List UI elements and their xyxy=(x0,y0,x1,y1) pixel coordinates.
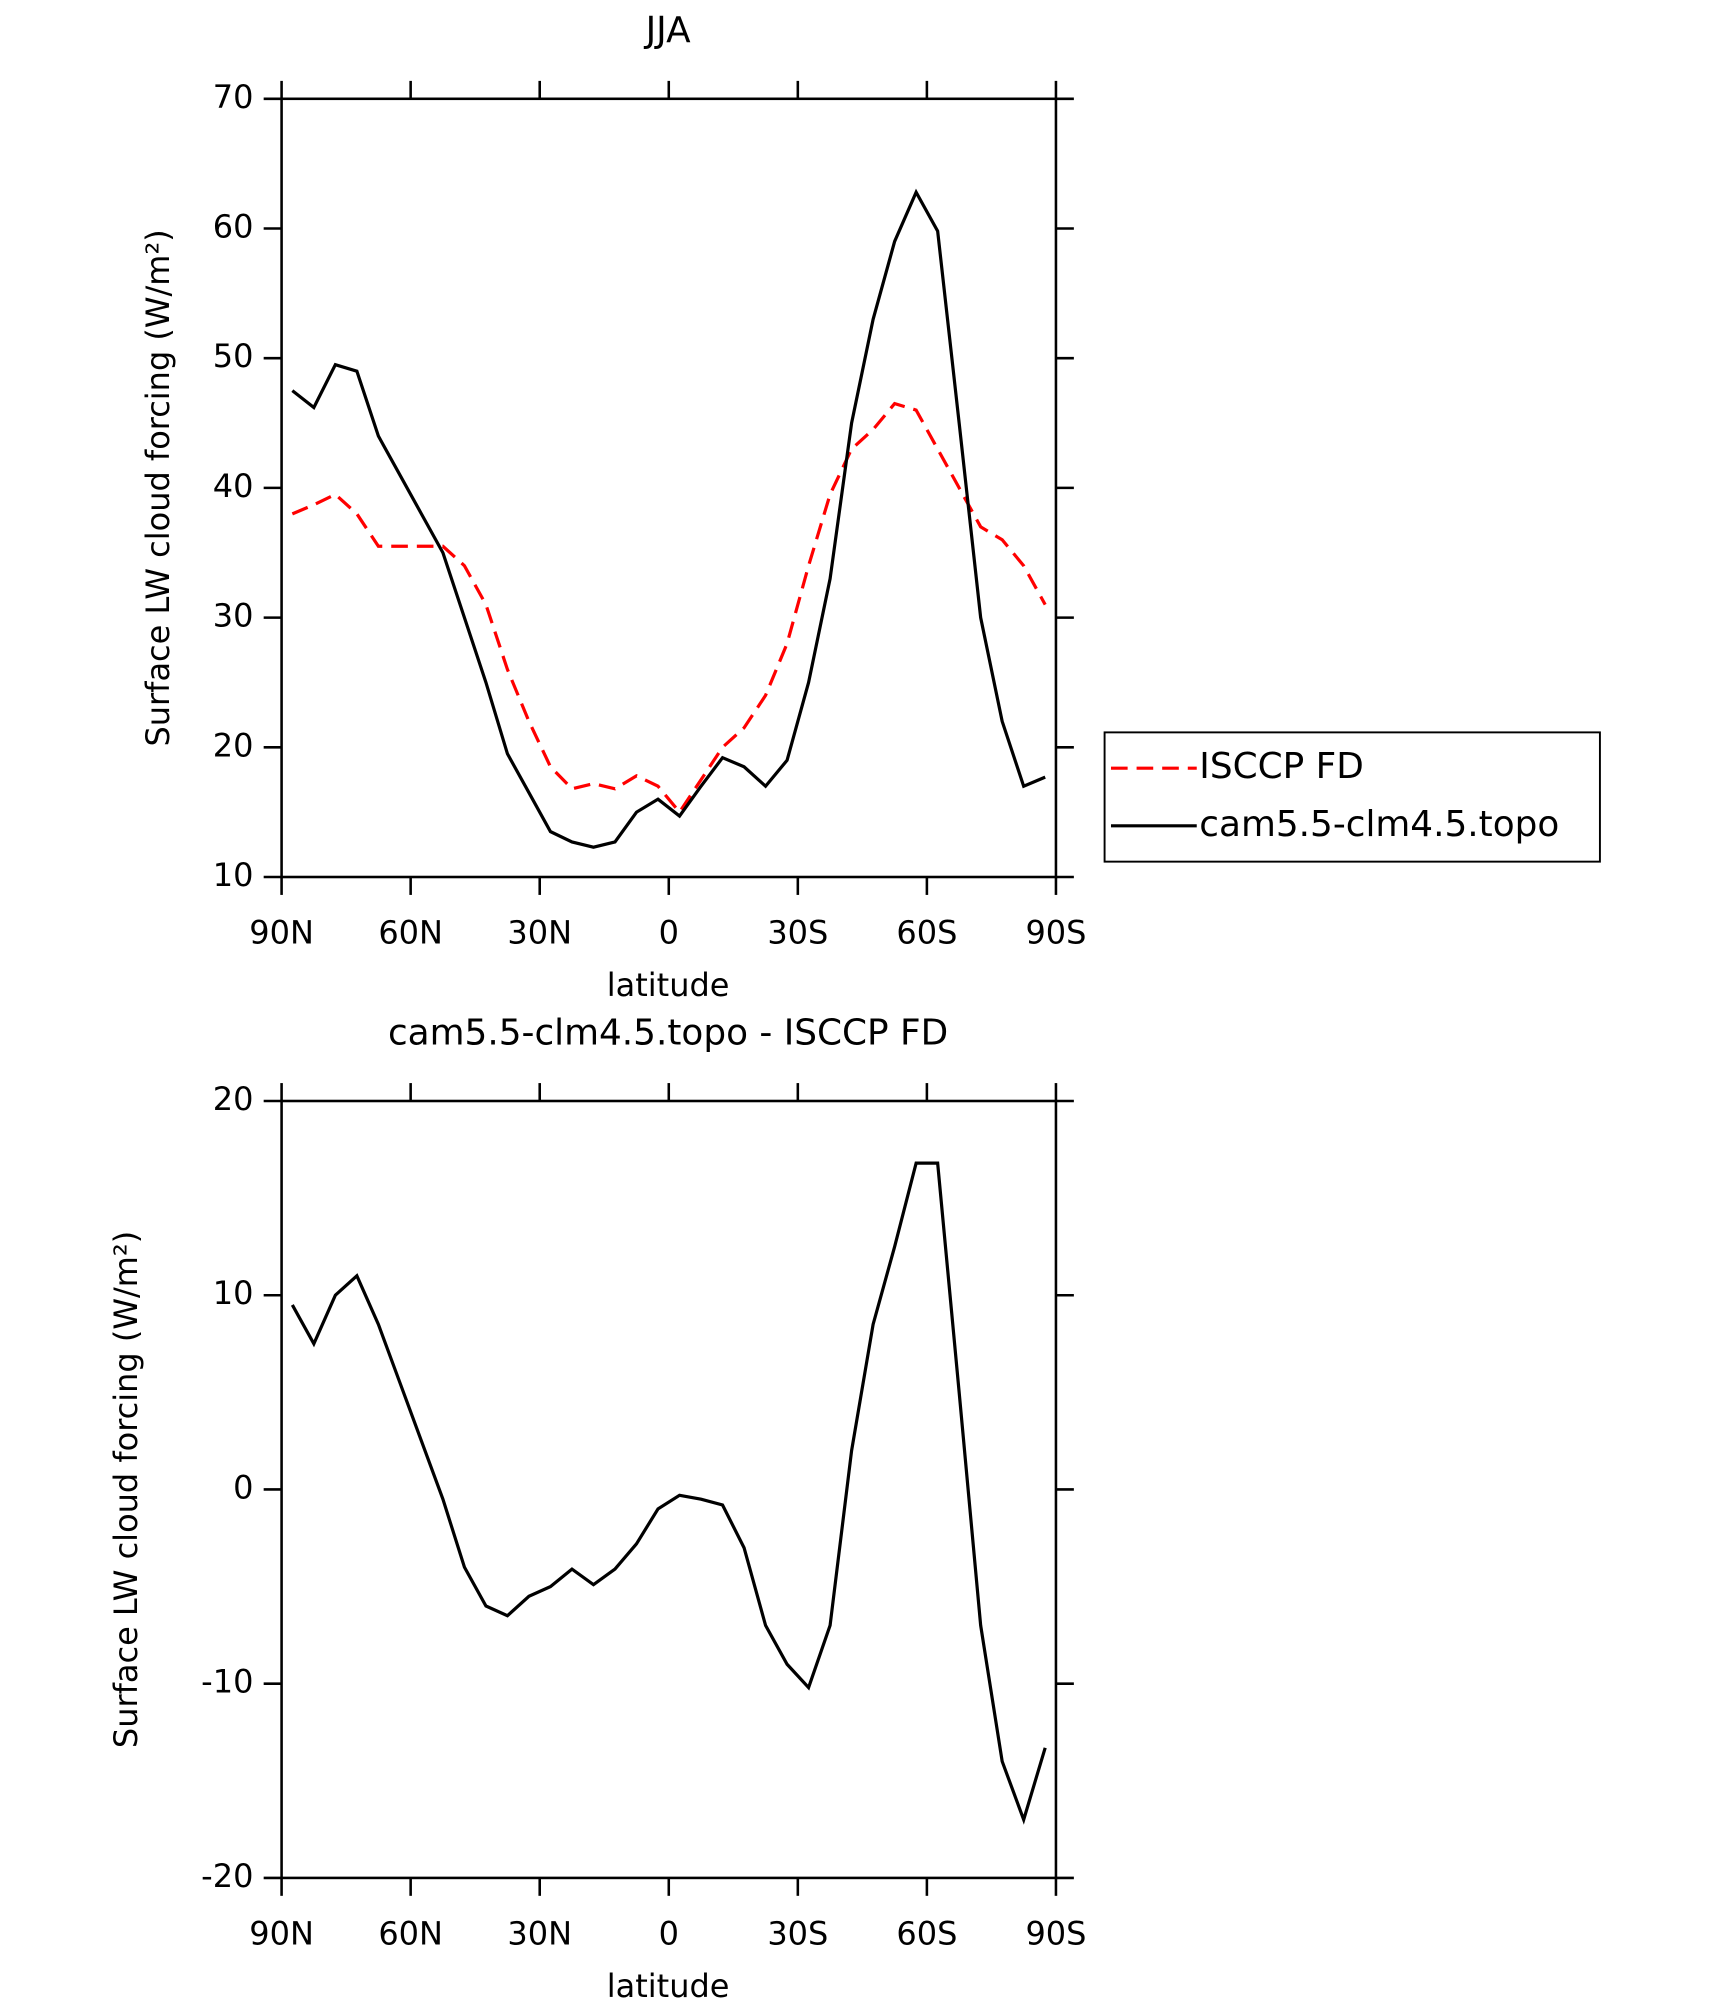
y-tick-label: 20 xyxy=(213,726,254,764)
data-line xyxy=(291,401,1047,815)
y-tick-label: 10 xyxy=(213,1274,254,1312)
y-tick-label: 20 xyxy=(213,1080,254,1118)
plot-frame xyxy=(280,97,1058,879)
legend-label: ISCCP FD xyxy=(1199,746,1364,787)
x-tick-label: 0 xyxy=(659,914,679,952)
y-tick-label: 30 xyxy=(213,597,254,635)
x-tick-label: 90S xyxy=(1025,1915,1086,1953)
chart-title: cam5.5-clm4.5.topo - ISCCP FD xyxy=(388,1012,948,1053)
x-axis-label: latitude xyxy=(607,1967,730,2005)
y-tick-label: 0 xyxy=(233,1468,253,1506)
x-axis-label: latitude xyxy=(607,966,730,1004)
x-tick-label: 60S xyxy=(896,1915,957,1953)
x-tick-label: 60N xyxy=(378,914,443,952)
y-tick-label: 10 xyxy=(213,856,254,894)
y-tick-label: 70 xyxy=(213,78,254,116)
y-tick-label: 50 xyxy=(213,337,254,375)
plot-frame xyxy=(280,1099,1058,1880)
y-tick-label: -10 xyxy=(201,1663,253,1701)
y-axis-label: Surface LW cloud forcing (W/m²) xyxy=(139,229,177,746)
x-tick-label: 30N xyxy=(507,914,572,952)
legend-box xyxy=(1103,731,1601,863)
x-tick-label: 30S xyxy=(767,1915,828,1953)
data-line xyxy=(290,1161,1047,1825)
x-tick-label: 90N xyxy=(249,1915,314,1953)
x-tick-label: 90N xyxy=(249,914,314,952)
x-tick-label: 30S xyxy=(767,914,828,952)
y-tick-label: 40 xyxy=(213,467,254,505)
chart-title: JJA xyxy=(644,10,692,51)
y-tick-label: -20 xyxy=(201,1857,253,1895)
x-tick-label: 0 xyxy=(659,1915,679,1953)
y-tick-label: 60 xyxy=(213,208,254,246)
x-tick-label: 30N xyxy=(507,1915,572,1953)
y-axis-label: Surface LW cloud forcing (W/m²) xyxy=(107,1231,145,1748)
x-tick-label: 60N xyxy=(378,1915,443,1953)
data-line xyxy=(291,188,1046,849)
x-tick-label: 60S xyxy=(896,914,957,952)
legend-label: cam5.5-clm4.5.topo xyxy=(1199,804,1559,845)
x-tick-label: 90S xyxy=(1025,914,1086,952)
